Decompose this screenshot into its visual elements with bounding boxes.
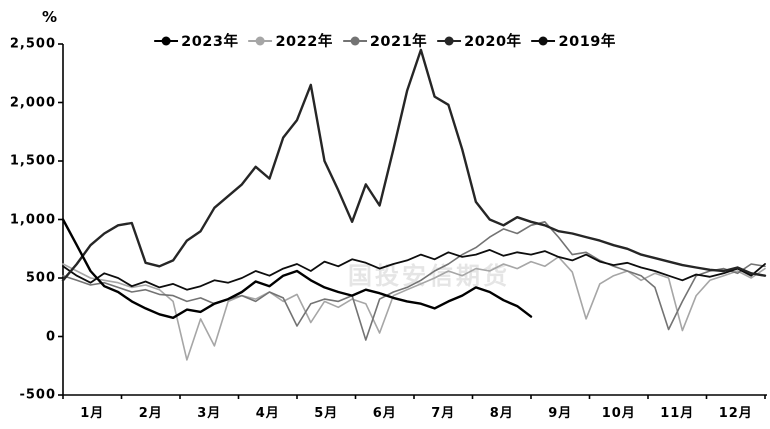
x-tick-label: 5月 — [314, 406, 339, 421]
legend-label: 2021年 — [369, 34, 428, 50]
series-line-2020年 — [61, 48, 767, 282]
legend-line-dot-icon — [154, 36, 179, 45]
y-tick-label: 0 — [45, 329, 56, 344]
x-tick-label: 12月 — [718, 406, 753, 421]
legend-item-2022: 2022年 — [248, 30, 332, 51]
legend-item-2019: 2019年 — [531, 30, 616, 51]
y-tick-label: 2,000 — [9, 95, 56, 110]
legend-item-2020: 2020年 — [437, 30, 521, 51]
x-tick-label: 2月 — [138, 406, 163, 421]
x-tick-label: 8月 — [489, 406, 514, 421]
tick-marks — [58, 43, 766, 399]
x-tick-label: 4月 — [255, 406, 280, 421]
y-tick-label: 1,500 — [9, 153, 56, 169]
y-tick-label: 1,000 — [9, 212, 56, 227]
legend-item-2021: 2021年 — [342, 30, 428, 51]
x-tick-label: 11月 — [660, 406, 695, 421]
legend-line-dot-icon — [248, 36, 273, 45]
legend-item-2023: 2023年 — [154, 30, 238, 51]
legend-label: 2019年 — [558, 34, 616, 50]
y-axis-unit-label: % — [42, 8, 58, 26]
legend-label: 2022年 — [275, 34, 333, 50]
x-tick-label: 6月 — [372, 406, 397, 421]
legend-line-dot-icon — [531, 36, 556, 45]
legend-label: 2020年 — [464, 34, 522, 50]
legend-label: 2023年 — [181, 34, 239, 50]
legend-line-dot-icon — [342, 36, 367, 45]
series-line-2021年 — [62, 221, 766, 341]
y-tick-label: -500 — [19, 387, 56, 403]
x-tick-label: 7月 — [431, 406, 456, 421]
y-tick-label: 500 — [25, 270, 56, 286]
series-line-2022年 — [62, 256, 766, 361]
chart-legend: 2023年 2022年 2021年 2020年 2019年 — [149, 30, 621, 51]
series-line-2019年 — [62, 248, 766, 291]
x-tick-label: 3月 — [197, 406, 222, 421]
legend-line-dot-icon — [437, 36, 462, 45]
x-tick-label: 10月 — [601, 406, 636, 421]
x-tick-label: 1月 — [80, 406, 105, 421]
series-lines — [61, 48, 767, 361]
x-tick-label: 9月 — [548, 406, 573, 421]
y-tick-label: 2,500 — [9, 36, 56, 52]
series-line-2023年 — [61, 218, 533, 319]
